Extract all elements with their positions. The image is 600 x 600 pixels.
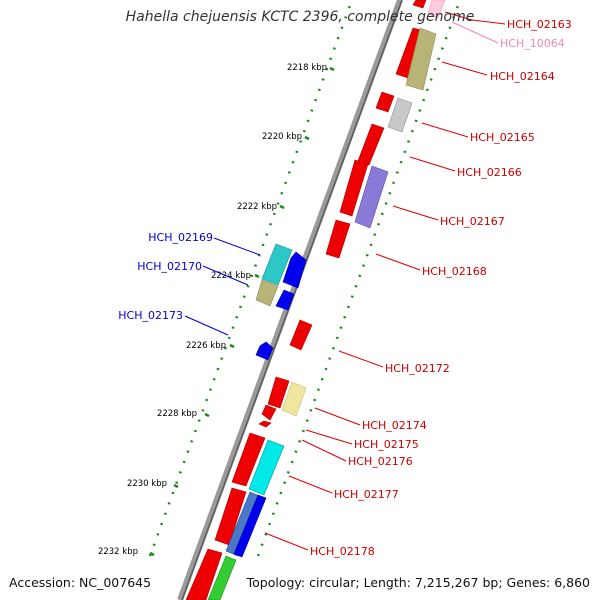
- tick-label: 2226 kbp: [186, 341, 226, 351]
- gene-label: HCH_02177: [334, 488, 399, 501]
- gene-hch-02167: [339, 159, 369, 217]
- left-labels: HCH_02169 HCH_02170 HCH_02173: [118, 231, 213, 322]
- gene-label: HCH_02172: [385, 362, 450, 375]
- gene-label: HCH_02174: [362, 419, 427, 432]
- right-labels: HCH_02163 HCH_10064 HCH_02164 HCH_02165 …: [310, 18, 572, 558]
- gene-label: HCH_02170: [137, 260, 202, 273]
- gene-hch-02168: [325, 219, 351, 259]
- gene-bottom-red: [185, 548, 223, 600]
- pink-leader-line: [451, 21, 499, 44]
- gene-label: HCH_10064: [500, 37, 565, 50]
- tick-labels: 2218 kbp 2220 kbp 2222 kbp 2224 kbp 2226…: [98, 63, 327, 557]
- tick-label: 2232 kbp: [98, 547, 138, 557]
- gene-hch-02164-cog: [405, 27, 437, 91]
- tick-label: 2218 kbp: [287, 63, 327, 73]
- gene-hch-02170: [282, 251, 307, 289]
- gene-hch-02174-cog: [281, 381, 307, 417]
- gene-label: HCH_02168: [422, 265, 487, 278]
- gene-hch-02165-cog: [387, 97, 413, 133]
- accession-text: Accession: NC_007645: [9, 575, 152, 590]
- gene-label: HCH_02169: [148, 231, 213, 244]
- gene-hch-02177-cog: [248, 439, 285, 496]
- gene-hch-02165: [375, 91, 395, 113]
- gene-hch-02166: [357, 123, 385, 166]
- left-leader-lines: [184, 237, 261, 336]
- tick-label: 2230 kbp: [127, 479, 167, 489]
- tick-label: 2220 kbp: [262, 132, 302, 142]
- genome-title: Hahella chejuensis KCTC 2396, complete g…: [125, 9, 475, 25]
- gene-label: HCH_02167: [440, 215, 505, 228]
- genome-summary-text: Topology: circular; Length: 7,215,267 bp…: [246, 575, 590, 590]
- gene-label: HCH_02165: [470, 131, 535, 144]
- major-ticks: [149, 66, 335, 557]
- gene-hch-02178-cog-b: [233, 494, 267, 558]
- gene-hch-02171: [275, 289, 295, 311]
- gene-hch-02174: [267, 376, 290, 409]
- gene-hch-02172: [289, 319, 313, 351]
- gene-label: HCH_02176: [348, 455, 413, 468]
- gene-label: HCH_02178: [310, 545, 375, 558]
- gene-hch-02175: [261, 404, 277, 421]
- gene-hch-02173: [255, 341, 274, 361]
- gene-hch-02170-cog: [255, 279, 279, 307]
- gene-hch-02169: [261, 243, 293, 286]
- gene-hch-02167-cog: [354, 165, 389, 229]
- gene-hch-10064: [427, 0, 446, 19]
- tick-label: 2222 kbp: [237, 202, 277, 212]
- gene-label: HCH_02166: [457, 166, 522, 179]
- forward-genes-inner: [185, 0, 427, 600]
- gene-hch-02177: [231, 432, 266, 487]
- gene-label: HCH_02163: [507, 18, 572, 31]
- tick-label: 2224 kbp: [211, 271, 251, 281]
- gene-hch-02176: [258, 420, 272, 428]
- gene-hch-02163: [412, 0, 427, 9]
- tick-label: 2228 kbp: [157, 409, 197, 419]
- gene-label: HCH_02175: [354, 438, 419, 451]
- gene-label: HCH_02164: [490, 70, 555, 83]
- right-leader-lines: [264, 11, 506, 551]
- gene-bottom-green: [207, 555, 237, 600]
- gene-label: HCH_02173: [118, 309, 183, 322]
